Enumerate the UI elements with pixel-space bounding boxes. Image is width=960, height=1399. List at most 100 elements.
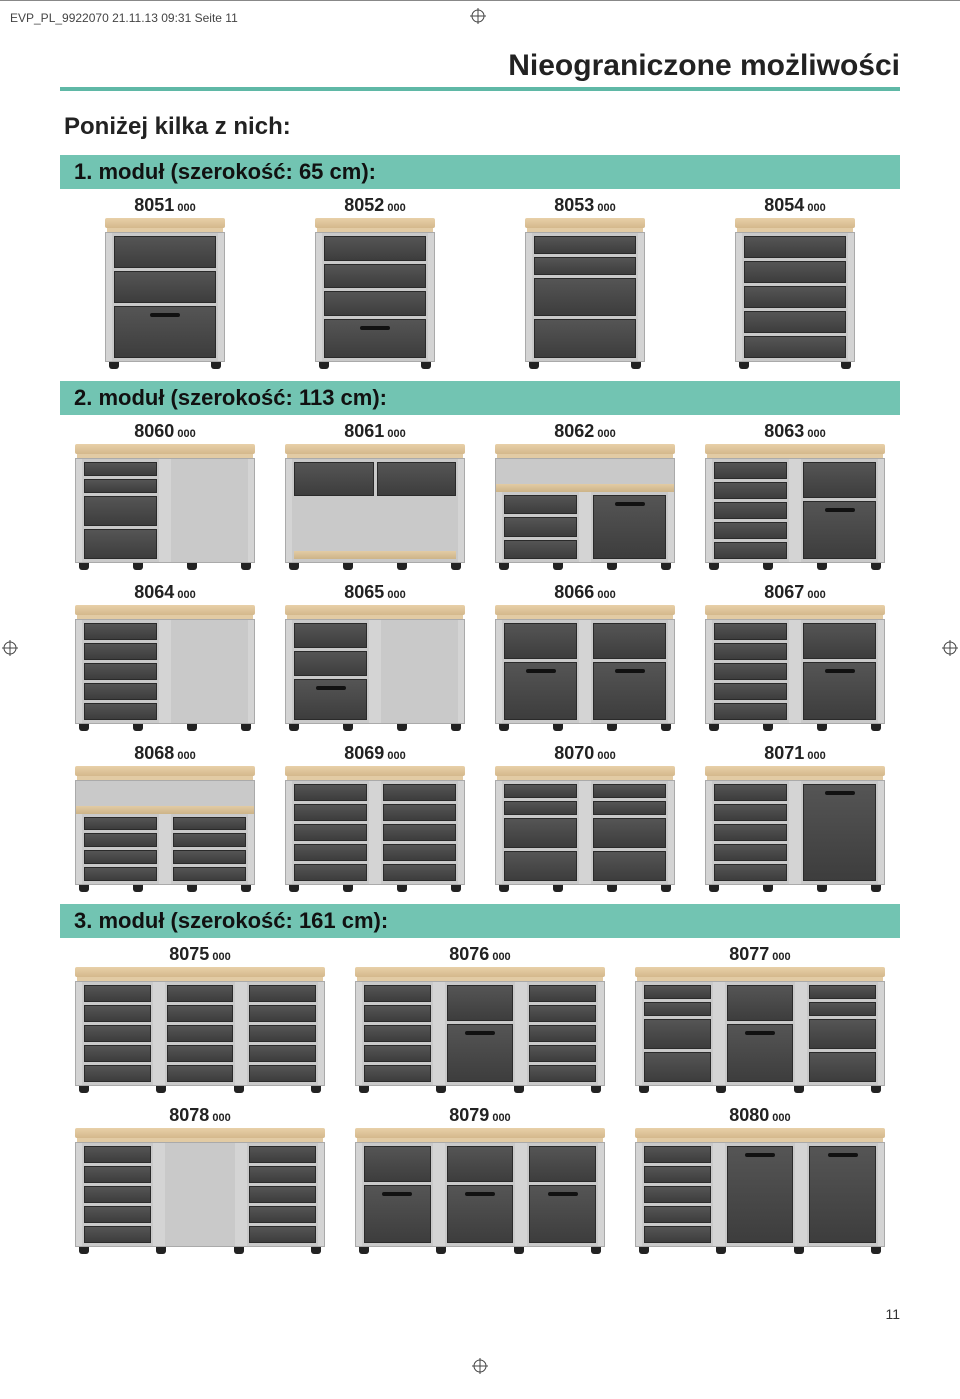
- sku-number: 8060: [134, 421, 174, 441]
- drawer-small: [84, 1045, 151, 1062]
- drawer-small: [529, 1045, 596, 1062]
- sku-suffix: 000: [594, 589, 615, 601]
- cabinet-door: [803, 501, 876, 559]
- registration-mark-icon: [942, 640, 958, 656]
- sku-suffix: 000: [769, 1112, 790, 1124]
- legs: [705, 724, 885, 731]
- foot: [79, 563, 89, 570]
- drawer-small: [714, 703, 787, 720]
- shelf: [496, 484, 674, 492]
- foot: [794, 1247, 804, 1254]
- foot: [241, 563, 251, 570]
- drawer-small: [294, 651, 367, 676]
- drawer-small: [364, 1045, 431, 1062]
- sku-label: 8075 000: [60, 944, 340, 965]
- drawer-small: [504, 540, 577, 559]
- drawer-small: [383, 844, 456, 861]
- product-row: [60, 766, 900, 892]
- sku-number: 8067: [764, 582, 804, 602]
- drawer-small: [84, 643, 157, 660]
- cabinet: [241, 982, 324, 1085]
- drawer-small: [167, 1025, 234, 1042]
- sku-label: 8071 000: [690, 743, 900, 764]
- drawer-small: [809, 985, 876, 999]
- workbench: [285, 766, 465, 892]
- cabinet: [585, 781, 674, 884]
- drawer-small: [84, 703, 157, 720]
- sku-row: 8078 0008079 0008080 000: [60, 1105, 900, 1126]
- legs: [285, 885, 465, 892]
- drawer-small: [447, 1146, 514, 1182]
- legs: [75, 563, 255, 570]
- worktop: [525, 218, 645, 228]
- drawer-small: [803, 623, 876, 659]
- sku-suffix: 000: [174, 428, 195, 440]
- drawer-small: [644, 1166, 711, 1183]
- cabinet-frame: [285, 619, 465, 724]
- foot: [451, 885, 461, 892]
- drawer-large: [809, 1019, 876, 1049]
- sku-label: 8066 000: [480, 582, 690, 603]
- worktop: [75, 766, 255, 776]
- sku-row: 8068 0008069 0008070 0008071 000: [60, 743, 900, 764]
- drawer-small: [249, 1045, 316, 1062]
- drawer-small: [593, 801, 666, 815]
- sku-label: 8079 000: [340, 1105, 620, 1126]
- sku-suffix: 000: [804, 202, 825, 214]
- foot: [133, 724, 143, 731]
- cabinet-door: [529, 1185, 596, 1243]
- sku-label: 8067 000: [690, 582, 900, 603]
- cabinet-door: [809, 1146, 876, 1243]
- foot: [397, 724, 407, 731]
- drawer-small: [714, 542, 787, 559]
- sku-label: 8053 000: [480, 195, 690, 216]
- sku-number: 8078: [169, 1105, 209, 1125]
- foot: [817, 724, 827, 731]
- workbench: [315, 218, 435, 369]
- sku-number: 8054: [764, 195, 804, 215]
- drawer-small: [294, 844, 367, 861]
- worktop: [355, 967, 605, 977]
- foot: [241, 724, 251, 731]
- drawer-small: [504, 623, 577, 659]
- legs: [105, 362, 225, 369]
- foot: [133, 885, 143, 892]
- drawer-small: [294, 864, 367, 881]
- cabinet-door: [803, 662, 876, 720]
- foot: [451, 724, 461, 731]
- product-row: [60, 218, 900, 369]
- foot: [529, 362, 539, 369]
- cabinet: [76, 620, 165, 723]
- foot: [709, 724, 719, 731]
- workbench: [705, 605, 885, 731]
- foot: [156, 1086, 166, 1093]
- foot: [109, 362, 119, 369]
- cabinet-door: [727, 1024, 794, 1082]
- cabinet: [719, 1143, 802, 1246]
- drawer-small: [383, 804, 456, 821]
- cabinet-frame: [705, 619, 885, 724]
- worktop: [355, 1128, 605, 1138]
- worktop: [635, 1128, 885, 1138]
- worktop: [495, 766, 675, 776]
- cabinet: [76, 1143, 159, 1246]
- drawer-large: [809, 1052, 876, 1082]
- legs: [705, 563, 885, 570]
- cabinet: [159, 982, 242, 1085]
- foot: [499, 563, 509, 570]
- workbench: [635, 967, 885, 1093]
- drawer-small: [644, 1206, 711, 1223]
- drawer-small: [644, 1186, 711, 1203]
- drawer-small: [364, 1025, 431, 1042]
- drawer-small: [744, 311, 846, 333]
- legs: [495, 885, 675, 892]
- foot: [739, 362, 749, 369]
- cabinet-stack: [496, 459, 674, 562]
- sku-number: 8053: [554, 195, 594, 215]
- drawer-large: [504, 851, 577, 881]
- sku-label: 8051 000: [60, 195, 270, 216]
- workbench: [75, 1128, 325, 1254]
- drawer-small: [84, 1025, 151, 1042]
- foot: [709, 563, 719, 570]
- cabinet-frame: [735, 232, 855, 362]
